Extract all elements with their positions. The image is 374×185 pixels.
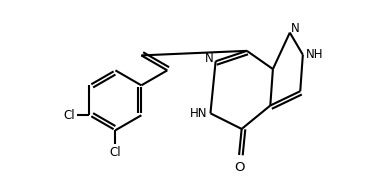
Text: NH: NH <box>306 48 324 61</box>
Text: O: O <box>234 161 244 174</box>
Text: Cl: Cl <box>63 109 75 122</box>
Text: HN: HN <box>190 107 207 120</box>
Text: N: N <box>291 22 300 35</box>
Text: Cl: Cl <box>110 146 121 159</box>
Text: N: N <box>205 52 214 65</box>
